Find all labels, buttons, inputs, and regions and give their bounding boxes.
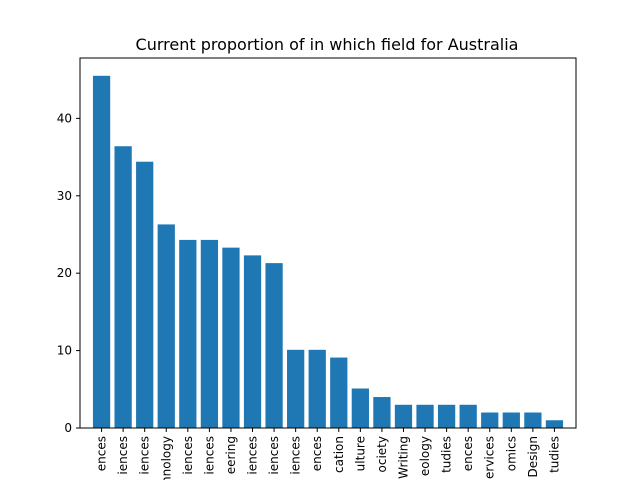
bar-7 xyxy=(243,255,262,428)
chart-title: Current proportion of in which field for… xyxy=(136,35,519,54)
bar-5 xyxy=(200,239,219,428)
bar-15 xyxy=(416,404,434,428)
x-tick-label: iences xyxy=(181,436,195,475)
bar-6 xyxy=(222,247,240,428)
bar-1 xyxy=(114,146,132,429)
y-tick-label: 30 xyxy=(57,189,72,203)
x-tick-label: iences xyxy=(138,436,152,475)
bar-16 xyxy=(437,404,456,428)
x-tick-label: Design xyxy=(526,436,540,477)
x-tick-label: ences xyxy=(95,436,109,471)
bar-20 xyxy=(524,412,542,428)
x-tick-label: hnology xyxy=(159,436,173,480)
plot-frame xyxy=(79,57,577,429)
bars-group xyxy=(92,75,564,429)
bar-17 xyxy=(459,404,477,428)
x-tick-label: eology xyxy=(418,436,432,476)
y-tick-label: 20 xyxy=(57,266,72,280)
y-tick-label: 10 xyxy=(57,344,72,358)
bar-19 xyxy=(502,412,520,428)
bar-11 xyxy=(330,357,348,428)
bar-9 xyxy=(287,349,305,428)
y-axis: 0 10 20 30 40 xyxy=(57,111,80,435)
y-tick-label: 40 xyxy=(57,111,72,125)
bar-2 xyxy=(136,161,154,428)
bar-0 xyxy=(92,75,111,429)
x-tick-label: ences xyxy=(310,436,324,471)
bar-21 xyxy=(545,420,564,428)
x-tick-label: tudies xyxy=(547,436,561,473)
x-axis: ences iences iences hnology iences iences eeri… xyxy=(95,428,561,480)
bar-14 xyxy=(394,404,413,428)
x-tick-label: iences xyxy=(116,436,130,475)
x-tick-label: iences xyxy=(289,436,303,475)
x-tick-label: Writing xyxy=(396,436,410,479)
x-tick-label: cation xyxy=(332,436,346,473)
x-tick-label: ervices xyxy=(483,436,497,479)
x-tick-label: ences xyxy=(461,436,475,471)
bar-18 xyxy=(481,412,499,428)
y-tick-label: 0 xyxy=(64,421,72,435)
x-tick-label: ulture xyxy=(353,436,367,471)
x-tick-label: ociety xyxy=(375,436,389,472)
bar-12 xyxy=(351,388,369,428)
x-tick-label: eering xyxy=(224,436,238,474)
x-tick-label: iences xyxy=(202,436,216,475)
x-tick-label: tudies xyxy=(440,436,454,473)
bar-13 xyxy=(373,397,391,428)
bar-10 xyxy=(308,349,326,428)
x-tick-label: iences xyxy=(246,436,260,475)
bar-3 xyxy=(157,224,175,428)
x-tick-label: iences xyxy=(267,436,281,475)
bar-4 xyxy=(179,239,197,428)
x-tick-label: omics xyxy=(504,436,518,471)
bar-8 xyxy=(265,263,283,428)
